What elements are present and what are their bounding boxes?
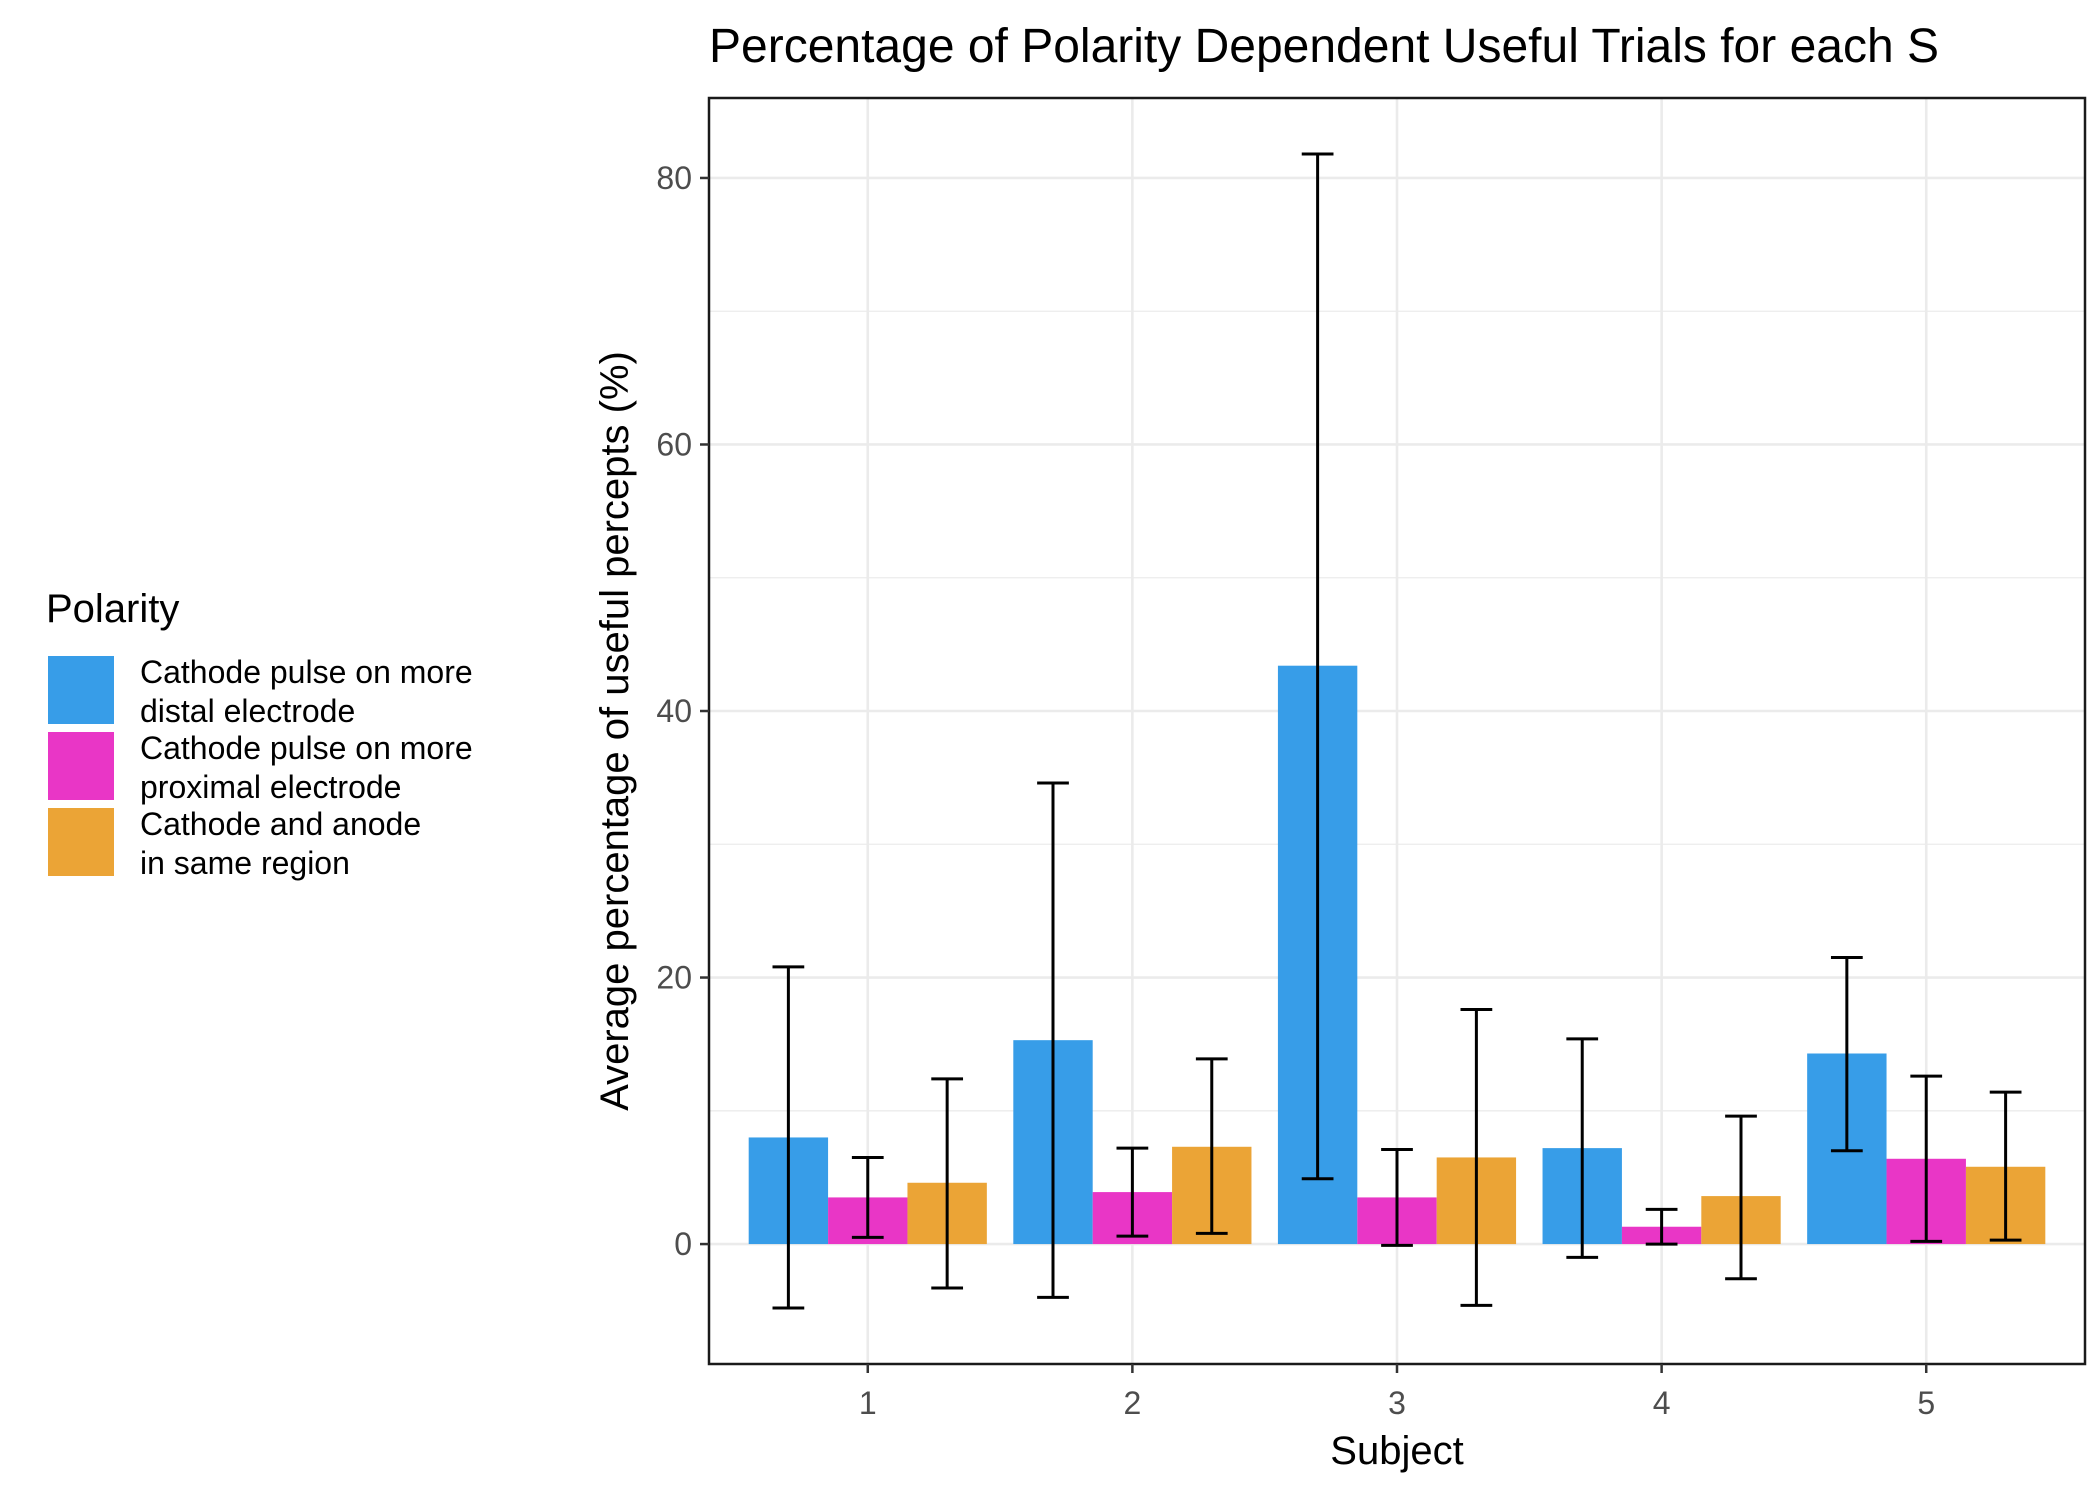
axes: 0 20 40 60 80 1 2 3 4 5 [656, 160, 1935, 1421]
legend-title: Polarity [46, 587, 179, 631]
legend-label-series-2: Cathode pulse on more proximal electrode [140, 730, 473, 805]
x-tick-label: 1 [859, 1385, 877, 1421]
chart-title: Percentage of Polarity Dependent Useful … [709, 20, 1939, 73]
error-bars [772, 152, 2022, 1310]
legend-label-series-1: Cathode pulse on more distal electrode [140, 654, 473, 729]
legend-key-series-3 [48, 808, 114, 876]
x-tick-label: 5 [1917, 1385, 1935, 1421]
y-tick-label: 80 [656, 160, 692, 196]
y-tick-label: 40 [656, 693, 692, 729]
legend-key-series-2 [48, 732, 114, 800]
x-axis-title: Subject [1330, 1429, 1463, 1473]
legend-label-series-3: Cathode and anode in same region [140, 806, 421, 881]
legend: Polarity Cathode pulse on more distal ele… [46, 587, 473, 881]
x-tick-label: 2 [1123, 1385, 1141, 1421]
x-tick-label: 4 [1653, 1385, 1671, 1421]
y-tick-label: 60 [656, 426, 692, 462]
y-tick-label: 20 [656, 960, 692, 996]
legend-key-series-1 [48, 656, 114, 724]
y-axis-title: Average percentage of useful percepts (%… [593, 351, 637, 1111]
y-tick-label: 0 [674, 1226, 692, 1262]
x-tick-label: 3 [1388, 1385, 1406, 1421]
